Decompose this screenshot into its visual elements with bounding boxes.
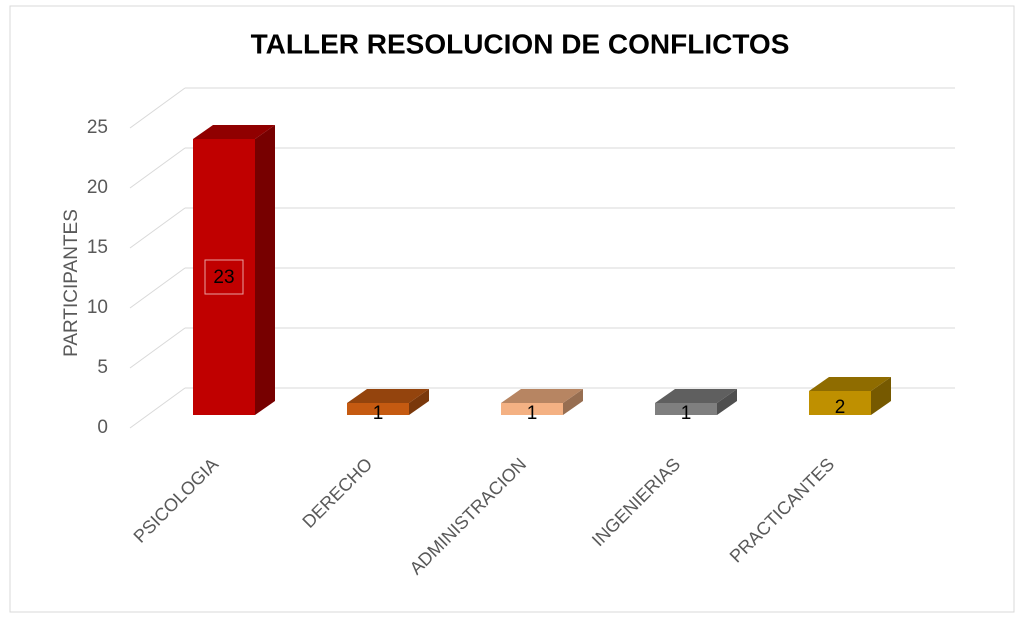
chart-border bbox=[9, 5, 1015, 613]
grid-line bbox=[129, 87, 186, 129]
y-tick-label: 0 bbox=[97, 417, 108, 438]
bar-top bbox=[809, 377, 891, 391]
bar-top bbox=[193, 125, 275, 139]
data-label: 1 bbox=[681, 403, 692, 424]
bar-side bbox=[563, 389, 583, 415]
bar-side bbox=[871, 377, 891, 415]
grid-line bbox=[129, 327, 186, 369]
data-label: 23 bbox=[213, 267, 234, 288]
bar-side bbox=[409, 389, 429, 415]
data-label: 1 bbox=[527, 403, 538, 424]
grid-line bbox=[129, 207, 186, 249]
grid-line bbox=[129, 387, 186, 429]
y-tick-label: 15 bbox=[87, 237, 108, 258]
chart-title: TALLER RESOLUCION DE CONFLICTOS bbox=[251, 28, 790, 59]
bar-front bbox=[501, 403, 563, 415]
bar-side bbox=[255, 125, 275, 415]
y-axis-label: PARTICIPANTES bbox=[61, 209, 82, 357]
data-label: 2 bbox=[835, 397, 846, 418]
bar-front bbox=[193, 139, 255, 415]
bar-top bbox=[655, 389, 737, 403]
y-tick-label: 5 bbox=[97, 357, 108, 378]
bar-front bbox=[347, 403, 409, 415]
bar-side bbox=[717, 389, 737, 415]
y-tick-label: 20 bbox=[87, 177, 108, 198]
grid-line bbox=[129, 267, 186, 309]
grid-line bbox=[129, 147, 186, 189]
bar-front bbox=[655, 403, 717, 415]
y-tick-label: 25 bbox=[87, 117, 108, 138]
bar-front bbox=[809, 391, 871, 415]
data-label: 1 bbox=[373, 403, 384, 424]
y-tick-label: 10 bbox=[87, 297, 108, 318]
bar-top bbox=[501, 389, 583, 403]
bar-top bbox=[347, 389, 429, 403]
data-label-box bbox=[204, 259, 244, 295]
